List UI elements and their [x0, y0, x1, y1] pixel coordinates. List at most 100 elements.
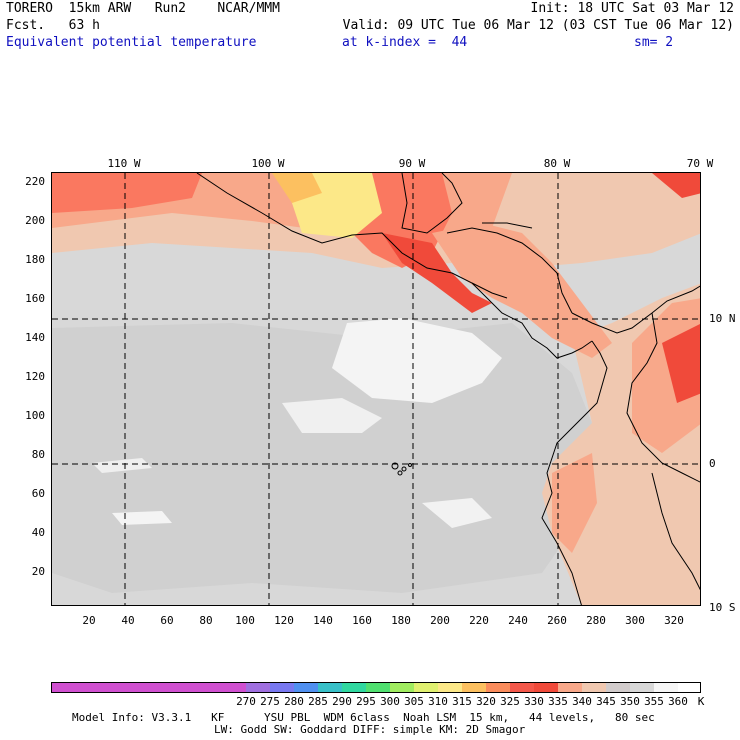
grid-x-label: 100: [235, 614, 255, 627]
grid-y-label: 160: [25, 292, 45, 305]
northwest-hot: [52, 173, 202, 213]
colorbar-cell: [414, 683, 438, 692]
grid-x-label: 260: [547, 614, 567, 627]
smoothing-info: sm= 2: [634, 35, 674, 50]
colorbar-cell: [654, 683, 678, 692]
colorbar-label: 320: [476, 695, 496, 708]
colorbar-label: 295: [356, 695, 376, 708]
grid-x-label: 220: [469, 614, 489, 627]
grid-x-label: 60: [160, 614, 174, 627]
colorbar-label: 345: [596, 695, 616, 708]
colorbar-cell: [246, 683, 270, 692]
grid-x-label: 140: [313, 614, 333, 627]
level-info: at k-index = 44: [342, 35, 468, 50]
physics-info: LW: Godd SW: Goddard DIFF: simple KM: 2D…: [214, 723, 526, 736]
colorbar-label: 290: [332, 695, 352, 708]
lon-label-70w: 70 W: [686, 157, 714, 170]
central-america-warm: [432, 223, 612, 358]
grid-x-label: 200: [430, 614, 450, 627]
grid-y-label: 220: [25, 175, 45, 188]
grid-y-label: 120: [25, 370, 45, 383]
mexico-orange: [272, 173, 322, 203]
colorbar-cell: [366, 683, 390, 692]
grid-x-label: 240: [508, 614, 528, 627]
grid-y-label: 20: [31, 565, 45, 578]
map-canvas: [52, 173, 700, 605]
colorbar-cell: [294, 683, 318, 692]
lat-label-10n: 10 N: [709, 312, 736, 325]
init-time: Init: 18 UTC Sat 03 Mar 12: [530, 1, 735, 16]
colorbar-cell: [678, 683, 700, 692]
grid-x-label: 160: [352, 614, 372, 627]
coldest-patch: [112, 511, 172, 525]
colombia-hot: [662, 324, 700, 403]
grid-y-label: 60: [31, 487, 45, 500]
colorbar: [51, 682, 701, 693]
colorbar-cell: [510, 683, 534, 692]
colorbar-label: 330: [524, 695, 544, 708]
colorbar-cell: [534, 683, 558, 692]
colorbar-label: 360: [668, 695, 688, 708]
colorbar-label: 340: [572, 695, 592, 708]
colorbar-label: 325: [500, 695, 520, 708]
grid-x-label: 80: [199, 614, 213, 627]
colorbar-label: 300: [380, 695, 400, 708]
coldest-patch: [92, 458, 152, 473]
colorbar-cell: [630, 683, 654, 692]
lat-lon-grid: [52, 173, 700, 605]
coldest-patch: [282, 398, 382, 433]
colorbar-cell: [486, 683, 510, 692]
grid-x-label: 300: [625, 614, 645, 627]
colorbar-cell: [558, 683, 582, 692]
grid-x-label: 120: [274, 614, 294, 627]
grid-x-label: 20: [82, 614, 96, 627]
colorbar-label: 355: [644, 695, 664, 708]
caribbean-hot: [652, 173, 700, 198]
map-panel: [51, 172, 701, 606]
colorbar-unit: K: [697, 695, 705, 708]
grid-x-label: 40: [121, 614, 135, 627]
coldest-patch: [332, 318, 502, 403]
colorbar-label: 350: [620, 695, 640, 708]
valid-time: Valid: 09 UTC Tue 06 Mar 12 (03 CST Tue …: [342, 18, 734, 33]
colorbar-cell: [462, 683, 486, 692]
run-title: TORERO 15km ARW Run2 NCAR/MMM: [6, 1, 280, 16]
colorbar-label: 280: [284, 695, 304, 708]
grid-x-label: 320: [664, 614, 684, 627]
grid-x-label: 280: [586, 614, 606, 627]
lon-label-110w: 110 W: [107, 157, 141, 170]
colorbar-cell: [582, 683, 606, 692]
colorbar-label: 305: [404, 695, 424, 708]
colorbar-label: 310: [428, 695, 448, 708]
grid-y-label: 100: [25, 409, 45, 422]
colorbar-label: 315: [452, 695, 472, 708]
lat-label-10s: 10 S: [709, 601, 736, 614]
grid-y-label: 140: [25, 331, 45, 344]
coldest-patch: [422, 498, 492, 528]
colorbar-label: 275: [260, 695, 280, 708]
model-info: Model Info: V3.3.1 KF YSU PBL WDM 6class…: [72, 711, 655, 724]
colorbar-cell: [606, 683, 630, 692]
lon-label-100w: 100 W: [251, 157, 285, 170]
peru-coast-warm: [552, 453, 597, 553]
colorbar-label: 270: [236, 695, 256, 708]
lat-label-equator: 0: [709, 457, 716, 470]
coastlines: [196, 173, 700, 605]
field-name: Equivalent potential temperature: [6, 35, 257, 50]
grid-y-label: 40: [31, 526, 45, 539]
forecast-hour: Fcst. 63 h: [6, 18, 100, 33]
colorbar-cell: [318, 683, 342, 692]
colorbar-label: 335: [548, 695, 568, 708]
lon-label-80w: 80 W: [543, 157, 571, 170]
lon-label-90w: 90 W: [398, 157, 426, 170]
galapagos-islands: [391, 462, 412, 476]
colorbar-cell: [342, 683, 366, 692]
grid-y-label: 80: [31, 448, 45, 461]
ocean-cool-zone: [52, 323, 612, 593]
colorbar-cell: [52, 683, 246, 692]
grid-y-label: 200: [25, 214, 45, 227]
grid-x-label: 180: [391, 614, 411, 627]
colorbar-cell: [270, 683, 294, 692]
guatemala-hot: [382, 233, 492, 313]
colorbar-cell: [438, 683, 462, 692]
